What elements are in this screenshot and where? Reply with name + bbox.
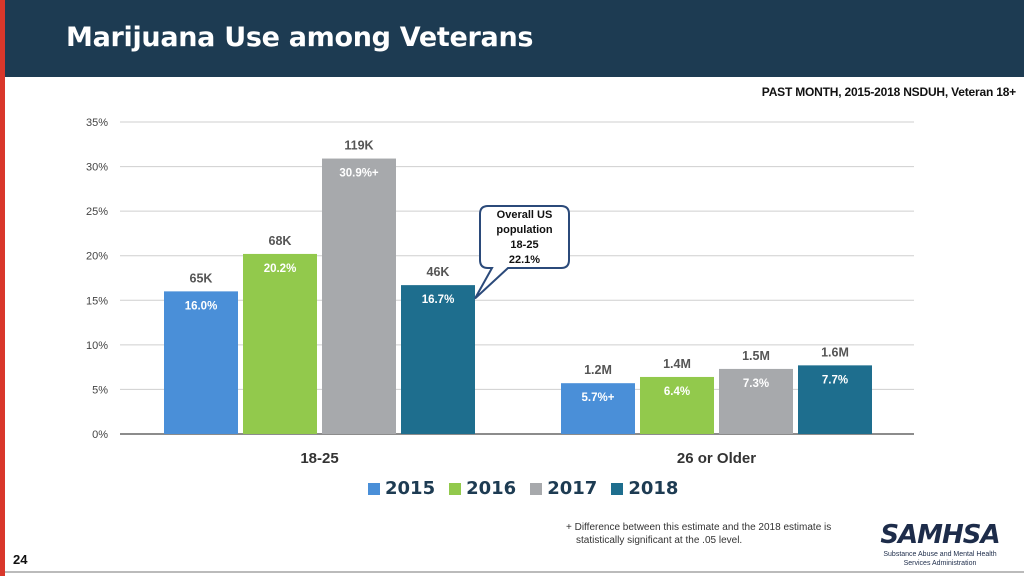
count-label-2018-0: 46K — [427, 265, 450, 279]
y-tick-label-35: 35% — [86, 117, 108, 129]
bar-2015-18-25 — [164, 291, 238, 434]
category-label-1: 26 or Older — [677, 450, 756, 467]
header-bar: Marijuana Use among Veterans — [5, 0, 1024, 77]
count-label-2016-1: 1.4M — [663, 357, 691, 371]
value-label-2015-0: 16.0% — [185, 300, 218, 312]
logo-wordmark: SAMHSA — [880, 520, 1000, 550]
legend-label-2018: 2018 — [628, 478, 679, 499]
bottom-divider — [5, 571, 1024, 573]
page-number: 24 — [13, 552, 28, 567]
y-tick-label-25: 25% — [86, 206, 108, 218]
bar-2018-26-plus — [798, 365, 872, 434]
annotation-line-3: 22.1% — [509, 254, 540, 266]
bar-2017-18-25 — [322, 158, 396, 434]
value-label-2017-1: 7.3% — [743, 378, 769, 390]
annotation-callout — [474, 205, 570, 300]
bar-2016-18-25 — [243, 253, 317, 434]
count-label-2017-1: 1.5M — [742, 349, 770, 363]
y-tick-label-20: 20% — [86, 251, 108, 263]
category-label-0: 18-25 — [300, 450, 338, 467]
footnote-line-2: statistically significant at the .05 lev… — [576, 535, 743, 546]
legend-label-2015: 2015 — [385, 478, 436, 499]
count-label-2016-0: 68K — [269, 234, 292, 248]
value-label-2018-1: 7.7% — [822, 374, 848, 386]
legend-swatch-2016 — [449, 482, 462, 495]
y-tick-label-10: 10% — [86, 340, 108, 352]
page-title: Marijuana Use among Veterans — [66, 22, 534, 53]
legend-swatch-2017 — [530, 482, 543, 495]
red-accent-bar — [0, 0, 5, 576]
chart-legend: 2015 2016 2017 2018 — [368, 478, 678, 499]
value-label-2016-0: 20.2% — [264, 263, 297, 275]
legend-item-2015: 2015 — [368, 478, 435, 499]
count-label-2015-0: 65K — [190, 271, 213, 285]
footnote-line-1: + Difference between this estimate and t… — [566, 522, 832, 533]
value-label-2017-0: 30.9%+ — [339, 168, 379, 180]
value-label-2015-1: 5.7%+ — [582, 392, 615, 404]
bar-2017-26-plus — [719, 368, 793, 434]
legend-item-2017: 2017 — [530, 478, 597, 499]
annotation-line-2: 18-25 — [510, 239, 538, 251]
value-label-2018-0: 16.7% — [422, 294, 455, 306]
chart-subtitle: PAST MONTH, 2015-2018 NSDUH, Veteran 18+ — [761, 85, 1016, 99]
samhsa-logo: SAMHSA Substance Abuse and Mental Health… — [880, 522, 1000, 568]
footnote: + Difference between this estimate and t… — [566, 521, 866, 547]
y-tick-label-0: 0% — [92, 429, 108, 441]
count-label-2017-0: 119K — [344, 139, 373, 153]
y-tick-label-15: 15% — [86, 295, 108, 307]
annotation-line-0: Overall US — [497, 209, 553, 221]
logo-subtitle-2: Services Administration — [903, 560, 977, 567]
bar-2015-26-plus — [561, 383, 635, 434]
legend-swatch-2015 — [368, 482, 380, 495]
legend-item-2018: 2018 — [611, 478, 678, 499]
legend-label-2017: 2017 — [547, 478, 598, 499]
count-label-2018-1: 1.6M — [821, 345, 849, 359]
y-tick-label-30: 30% — [86, 162, 108, 174]
legend-swatch-2018 — [611, 482, 624, 495]
value-label-2016-1: 6.4% — [664, 386, 690, 398]
legend-label-2016: 2016 — [466, 478, 517, 499]
y-tick-label-5: 5% — [92, 384, 108, 396]
count-label-2015-1: 1.2M — [584, 363, 612, 377]
logo-subtitle-1: Substance Abuse and Mental Health — [883, 551, 997, 558]
bar-2018-18-25 — [401, 285, 475, 434]
legend-item-2016: 2016 — [449, 478, 516, 499]
annotation-line-1: population — [496, 224, 552, 236]
bar-2016-26-plus — [640, 376, 714, 434]
